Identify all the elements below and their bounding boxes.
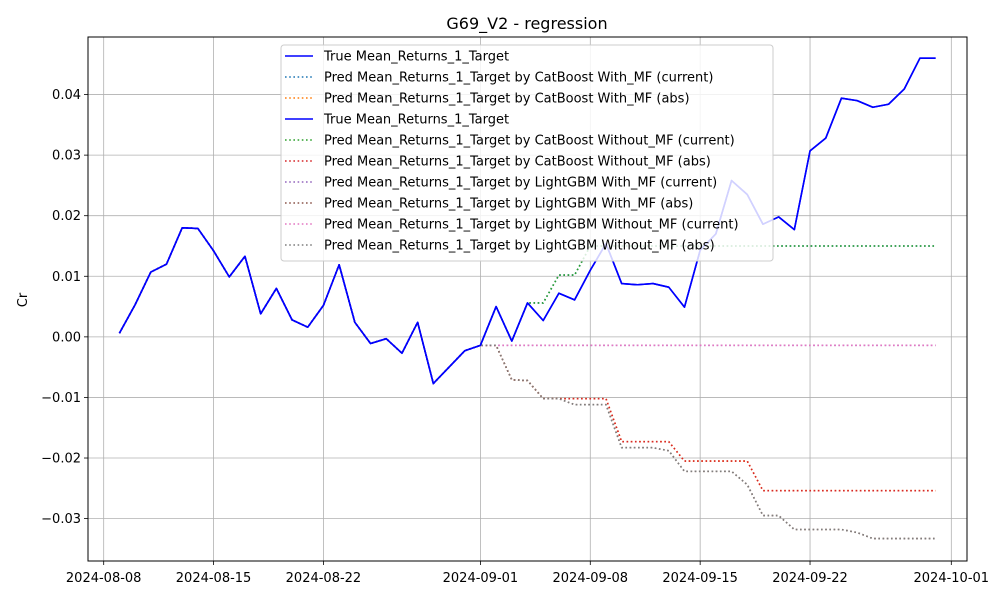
y-tick-label: 0.04 — [52, 88, 81, 103]
plot-area-frame — [87, 36, 968, 562]
x-tick-label: 2024-09-08 — [553, 571, 629, 586]
legend-label: Pred Mean_Returns_1_Target by LightGBM W… — [324, 197, 693, 212]
series-line-3 — [118, 227, 936, 492]
legend-label: Pred Mean_Returns_1_Target by CatBoost W… — [324, 155, 711, 170]
y-tick-label: −0.01 — [41, 391, 81, 406]
x-tick-label: 2024-08-15 — [176, 571, 252, 586]
x-tick-label: 2024-09-22 — [772, 571, 848, 586]
legend-label: True Mean_Returns_1_Target — [323, 113, 509, 128]
legend-label: Pred Mean_Returns_1_Target by LightGBM W… — [324, 176, 717, 191]
legend-label: True Mean_Returns_1_Target — [323, 50, 509, 65]
legend-label: Pred Mean_Returns_1_Target by CatBoost W… — [324, 71, 713, 86]
legend-box — [280, 44, 774, 262]
y-tick-label: 0.02 — [52, 209, 81, 224]
y-tick-label: −0.03 — [41, 512, 81, 527]
y-tick-label: 0.00 — [52, 330, 81, 345]
x-tick-label: 2024-10-01 — [914, 571, 990, 586]
x-axis-ticks: 2024-08-08 2024-08-15 2024-08-22 2024-09-01… — [66, 561, 989, 586]
y-tick-label: 0.03 — [52, 149, 81, 164]
legend-label: Pred Mean_Returns_1_Target by LightGBM W… — [324, 218, 739, 233]
y-axis-ticks: −0.03 −0.02 −0.01 0.00 0.01 0.02 0.03 0.04 — [41, 88, 88, 527]
series-line-6 — [118, 227, 936, 492]
y-tick-label: 0.01 — [52, 270, 81, 285]
series-line-8 — [118, 227, 936, 540]
y-tick-label: −0.02 — [41, 452, 81, 467]
series-line-4 — [118, 57, 936, 385]
series-lines — [118, 57, 936, 540]
legend-label: Pred Mean_Returns_1_Target by CatBoost W… — [324, 92, 690, 107]
x-tick-label: 2024-08-22 — [286, 571, 362, 586]
x-tick-label: 2024-09-01 — [443, 571, 519, 586]
legend: True Mean_Returns_1_Target Pred Mean_Retu… — [280, 44, 774, 262]
legend-label: Pred Mean_Returns_1_Target by CatBoost W… — [324, 134, 735, 149]
x-tick-label: 2024-08-08 — [66, 571, 142, 586]
legend-label: Pred Mean_Returns_1_Target by LightGBM W… — [324, 239, 715, 254]
x-tick-label: 2024-09-15 — [662, 571, 738, 586]
series-line-10 — [118, 227, 936, 540]
y-axis-label: Cr — [16, 292, 31, 307]
chart-title: G69_V2 - regression — [446, 14, 607, 34]
